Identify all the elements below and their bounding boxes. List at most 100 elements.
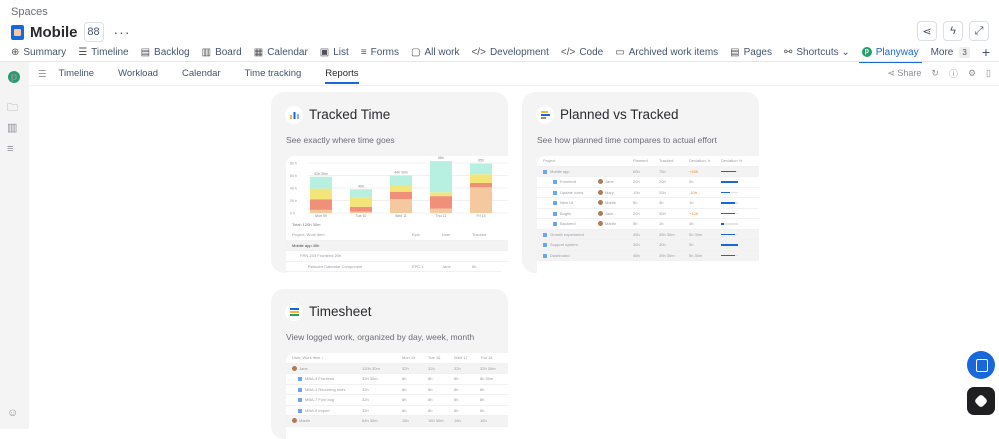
menu-icon[interactable]: ☰ bbox=[38, 68, 47, 80]
columns-icon[interactable]: ▥ bbox=[7, 122, 18, 134]
table-cell: 10h bbox=[633, 189, 640, 195]
share-label: Share bbox=[897, 68, 922, 78]
tab-shortcuts-[interactable]: ⚯ Shortcuts ⌄ bbox=[784, 43, 850, 61]
table-cell: EPC-1 bbox=[412, 263, 424, 269]
table-cell: 39h 30m bbox=[659, 252, 675, 258]
user-cell: Martin bbox=[598, 200, 633, 206]
tab-label: Shortcuts ⌄ bbox=[796, 46, 850, 58]
table-cell: 8h bbox=[480, 387, 506, 392]
tab-development[interactable]: </> Development bbox=[471, 43, 548, 61]
tab-pages[interactable]: ▤ Pages bbox=[730, 43, 772, 61]
x-tick-label: Mon 09 bbox=[315, 214, 327, 218]
project-cell: Dashboard bbox=[543, 253, 598, 258]
cell-text: 8h 30m bbox=[480, 376, 494, 382]
table-cell: 64h 30m bbox=[362, 418, 402, 423]
table-row: Mobile app 40h bbox=[286, 240, 508, 251]
table-cell: 20h bbox=[633, 179, 640, 185]
deviation-bar bbox=[721, 212, 738, 214]
table-cell: 30h bbox=[659, 242, 666, 248]
subtab-time-tracking[interactable]: Time tracking bbox=[244, 68, 302, 79]
planyway-logo-icon[interactable]: p bbox=[8, 71, 20, 83]
table-cell: 8h bbox=[454, 408, 480, 413]
x-tick-label: Thu 12 bbox=[436, 214, 447, 218]
table-row: Mobile app 60h 75h +15h bbox=[537, 166, 759, 177]
subtab-workload[interactable]: Workload bbox=[118, 68, 159, 79]
tab-timeline[interactable]: ☰ Timeline bbox=[78, 43, 128, 61]
table-cell: 8h bbox=[428, 408, 454, 413]
settings-icon[interactable]: ⚙ bbox=[967, 68, 977, 78]
cell-text: 32h bbox=[428, 365, 435, 371]
bar-segment bbox=[310, 199, 332, 210]
report-card-planned-vs-tracked[interactable]: Planned vs Tracked See how planned time … bbox=[522, 92, 759, 273]
table-cell: 20h bbox=[659, 179, 666, 185]
column-header: Project, Work item bbox=[292, 232, 325, 238]
cell-text: 8h bbox=[480, 407, 485, 413]
project-cell: New UI bbox=[543, 200, 598, 205]
fullscreen-button[interactable]: ⤢ bbox=[969, 21, 989, 41]
more-actions-button[interactable]: ··· bbox=[113, 24, 131, 40]
table-cell: 32h bbox=[362, 397, 402, 402]
subtab-timeline[interactable]: Timeline bbox=[58, 68, 95, 79]
panel-icon[interactable]: ▯ bbox=[986, 68, 991, 78]
report-card-tracked-time[interactable]: Tracked Time See exactly where time goes… bbox=[271, 92, 508, 273]
chat-button[interactable] bbox=[967, 351, 995, 379]
automation-button[interactable]: ϟ bbox=[943, 21, 963, 41]
subtab-reports[interactable]: Reports bbox=[325, 64, 359, 84]
table-cell: -10h bbox=[689, 189, 698, 195]
table-row: MBA-9 Import 32h 8h 8h 8h 8h bbox=[286, 406, 508, 416]
team-button[interactable]: 88 bbox=[83, 22, 104, 42]
table-cell: 32h bbox=[454, 366, 480, 371]
tab-board[interactable]: ▥ Board bbox=[202, 43, 242, 61]
bar-segment bbox=[350, 206, 372, 212]
bar-total-label: 40h bbox=[358, 184, 364, 188]
table-row: Martin 64h 30m 16h 16h 30m 16h 16h bbox=[286, 416, 508, 427]
refresh-icon[interactable]: ↻ bbox=[931, 68, 939, 78]
tab-more[interactable]: More 3 bbox=[931, 43, 970, 61]
tab-all-work[interactable]: ▢ All work bbox=[411, 43, 459, 61]
help-icon[interactable]: ⓘ bbox=[948, 69, 958, 79]
column-header: Thu 18 bbox=[480, 355, 493, 361]
filter-icon[interactable]: ≡ bbox=[7, 143, 14, 155]
project-icon bbox=[543, 253, 547, 258]
cell-text: 32h 30m bbox=[480, 365, 496, 371]
table-cell: 8h bbox=[402, 397, 428, 402]
card-description: See exactly where time goes bbox=[286, 135, 395, 145]
folder-icon[interactable]: 🗀 bbox=[7, 102, 18, 114]
bar-segment bbox=[310, 188, 332, 200]
table-header: Project, Work item Epic User Tracked bbox=[286, 230, 508, 241]
project-icon bbox=[553, 180, 557, 185]
bar-chart-icon bbox=[285, 106, 303, 124]
tab-forms[interactable]: ≡ Forms bbox=[361, 43, 399, 61]
timeline-icon: ☰ bbox=[78, 46, 88, 58]
work-item-icon bbox=[298, 398, 302, 403]
feedback-icon[interactable]: ☺ bbox=[7, 407, 19, 419]
tab-backlog[interactable]: ▤ Backlog bbox=[141, 43, 190, 61]
project-icon bbox=[553, 190, 557, 195]
table-cell: 5h bbox=[633, 200, 638, 206]
tab-summary[interactable]: ⊕ Summary bbox=[11, 43, 66, 61]
bar-segment bbox=[390, 191, 412, 200]
table-cell: 4h bbox=[659, 200, 664, 206]
cell-text: 16h bbox=[454, 418, 461, 424]
subtab-calendar[interactable]: Calendar bbox=[182, 68, 221, 79]
planyway-subtabs: ☰ Timeline Workload Calendar Time tracking R… bbox=[38, 64, 383, 84]
report-card-timesheet[interactable]: Timesheet View logged work, organized by… bbox=[271, 289, 508, 439]
cell-text: 16h bbox=[402, 418, 409, 424]
table-row: Refactor Calendar Component EPC-1 Jane 8h bbox=[286, 262, 508, 272]
tab-planyway[interactable]: p Planyway bbox=[858, 43, 922, 63]
tab-list[interactable]: ▣ List bbox=[320, 43, 349, 61]
user-cell: Mary bbox=[598, 190, 633, 195]
tab-code[interactable]: </> Code bbox=[561, 43, 603, 61]
assistant-button[interactable] bbox=[967, 387, 995, 415]
add-tab-button[interactable]: + bbox=[981, 44, 991, 60]
share-button[interactable]: ⋖ bbox=[917, 21, 937, 41]
share-link[interactable]: ⋖ Share bbox=[887, 68, 921, 79]
cell-text: 8h bbox=[454, 386, 459, 392]
cell-text: MBA-9 Import bbox=[305, 407, 330, 413]
tab-label: Calendar bbox=[267, 46, 308, 58]
table-row: FRN-203 Frontend 20h bbox=[286, 251, 508, 262]
tab-calendar[interactable]: ▦ Calendar bbox=[254, 43, 308, 61]
bar-total-label: 44h 30m bbox=[394, 171, 408, 175]
breadcrumb-spaces[interactable]: Spaces bbox=[11, 6, 48, 18]
tab-archived-work-items[interactable]: ▭ Archived work items bbox=[615, 43, 718, 61]
